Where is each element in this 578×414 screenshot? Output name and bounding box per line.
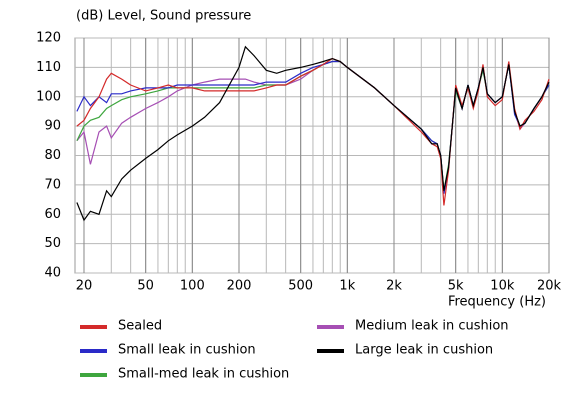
legend-label: Medium leak in cushion [355,319,509,334]
x-tick-label: 20k [537,279,562,294]
x-tick-label: 200 [227,279,252,294]
y-tick-label: 40 [44,266,61,281]
x-axis-label: Frequency (Hz) [448,295,546,310]
y-tick-label: 80 [44,148,61,163]
series-line [76,45,550,222]
y-tick-label: 100 [36,89,61,104]
x-tick-label: 5k [448,279,464,294]
x-tick-label: 1k [339,279,355,294]
x-tick-label: 2k [386,279,402,294]
x-tick-label: 50 [137,279,154,294]
y-tick-label: 110 [36,60,61,75]
x-tick-label: 20 [76,279,93,294]
x-tick-label: 500 [288,279,313,294]
legend-label: Small leak in cushion [118,343,256,358]
y-tick-label: 60 [44,207,61,222]
x-tick-label: 10k [490,279,515,294]
y-tick-label: 120 [36,31,61,46]
y-tick-label: 70 [44,177,61,192]
legend-label: Large leak in cushion [355,343,493,358]
y-tick-label: 50 [44,236,61,251]
y-tick-label: 90 [44,119,61,134]
x-tick-label: 100 [180,279,205,294]
legend-label: Sealed [118,319,162,334]
chart-title: (dB) Level, Sound pressure [76,9,251,24]
legend-label: Small-med leak in cushion [118,367,289,382]
